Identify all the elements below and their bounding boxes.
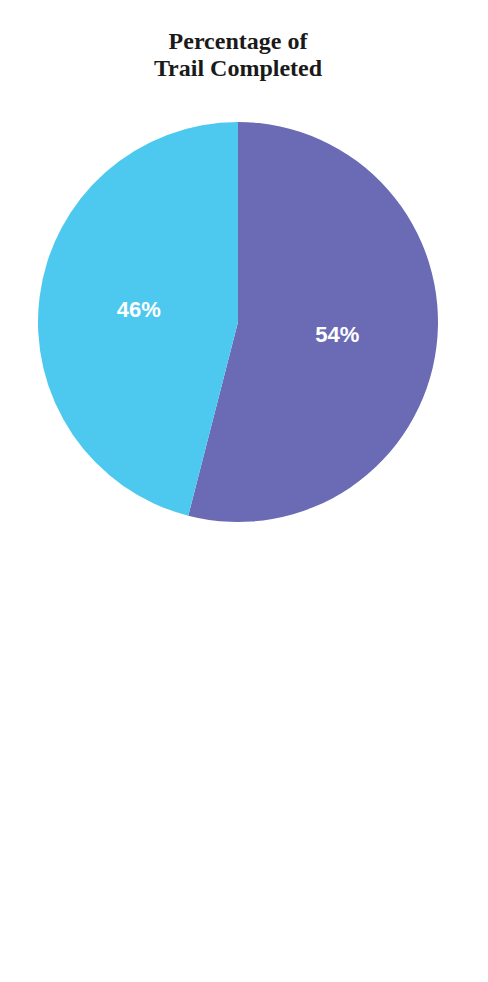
svg-text:54%: 54% [315, 322, 359, 347]
html-text:Percentage of Trail Completed: Percentage of Trail Completed [153, 28, 323, 81]
svg-text:46%: 46% [117, 297, 161, 322]
